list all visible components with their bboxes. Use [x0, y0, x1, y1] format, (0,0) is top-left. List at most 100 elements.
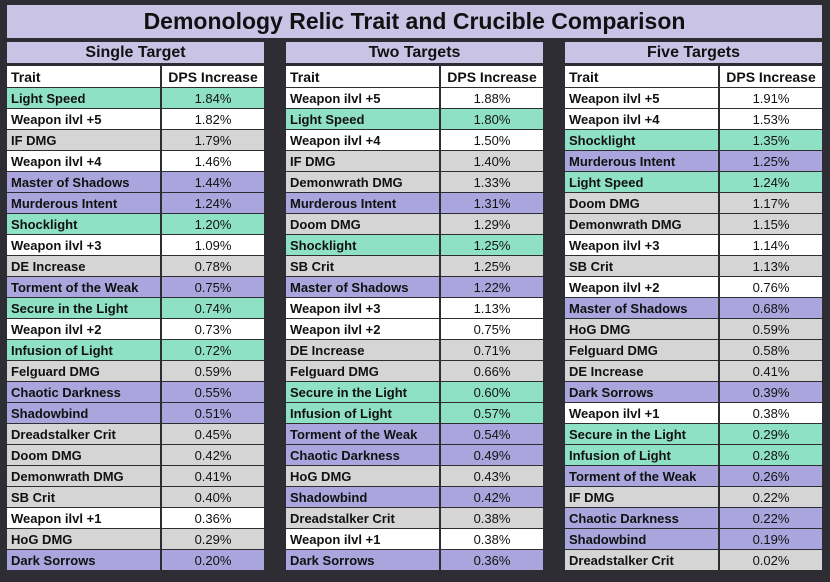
table-row: Dreadstalker Crit 0.02%	[565, 549, 822, 570]
table-row: Shocklight 1.25%	[286, 234, 543, 255]
dps-cell: 0.71%	[473, 342, 511, 358]
dps-cell: 0.28%	[752, 447, 790, 463]
trait-cell: DE Increase	[286, 340, 441, 360]
dps-cell: 0.60%	[473, 384, 511, 400]
table-row: Master of Shadows 1.44%	[7, 171, 264, 192]
trait-cell: Weapon ilvl +2	[565, 277, 720, 297]
trait-cell: Weapon ilvl +4	[7, 151, 162, 171]
table-body: Light Speed 1.84% Weapon ilvl +5 1.82% IF DM…	[7, 87, 264, 570]
panel-five-targets: Five Targets Trait DPS Increase Weapon i…	[565, 42, 822, 574]
table-row: Demonwrath DMG 1.15%	[565, 213, 822, 234]
table-row: SB Crit 0.40%	[7, 486, 264, 507]
table-row: Weapon ilvl +1 0.36%	[7, 507, 264, 528]
table-row: Chaotic Darkness 0.22%	[565, 507, 822, 528]
dps-cell: 0.75%	[473, 321, 511, 337]
table-row: Weapon ilvl +4 1.46%	[7, 150, 264, 171]
dps-cell: 0.41%	[194, 468, 232, 484]
dps-cell: 1.25%	[473, 237, 511, 253]
trait-cell: Doom DMG	[565, 193, 720, 213]
column-header-trait: Trait	[565, 66, 720, 87]
trait-cell: Shadowbind	[565, 529, 720, 549]
trait-cell: Infusion of Light	[286, 403, 441, 423]
table-row: DE Increase 0.78%	[7, 255, 264, 276]
table-row: Shadowbind 0.51%	[7, 402, 264, 423]
dps-cell: 0.72%	[194, 342, 232, 358]
trait-cell: Weapon ilvl +5	[565, 88, 720, 108]
dps-cell: 1.29%	[473, 216, 511, 232]
dps-cell: 0.73%	[194, 321, 232, 337]
trait-cell: Shocklight	[286, 235, 441, 255]
dps-cell: 0.76%	[752, 279, 790, 295]
dps-cell: 1.79%	[194, 132, 232, 148]
table-row: Dark Sorrows 0.20%	[7, 549, 264, 570]
table-row: Weapon ilvl +4 1.53%	[565, 108, 822, 129]
table-row: Felguard DMG 0.66%	[286, 360, 543, 381]
dps-cell: 0.45%	[194, 426, 232, 442]
dps-cell: 1.80%	[473, 111, 511, 127]
dps-cell: 1.40%	[473, 153, 511, 169]
dps-cell: 0.26%	[752, 468, 790, 484]
table-row: Shadowbind 0.42%	[286, 486, 543, 507]
table-row: Light Speed 1.80%	[286, 108, 543, 129]
table-row: Weapon ilvl +5 1.91%	[565, 87, 822, 108]
table-row: Dark Sorrows 0.39%	[565, 381, 822, 402]
dps-cell: 1.15%	[752, 216, 790, 232]
dps-cell: 0.38%	[473, 531, 511, 547]
table-row: Weapon ilvl +2 0.76%	[565, 276, 822, 297]
trait-cell: Dreadstalker Crit	[286, 508, 441, 528]
table-row: Weapon ilvl +4 1.50%	[286, 129, 543, 150]
table-row: HoG DMG 0.29%	[7, 528, 264, 549]
trait-cell: Murderous Intent	[7, 193, 162, 213]
table-row: Weapon ilvl +1 0.38%	[565, 402, 822, 423]
trait-cell: Felguard DMG	[565, 340, 720, 360]
dps-cell: 0.19%	[752, 531, 790, 547]
dps-cell: 0.51%	[194, 405, 232, 421]
panel-title: Two Targets	[286, 42, 543, 63]
trait-cell: Light Speed	[286, 109, 441, 129]
table-row: Felguard DMG 0.59%	[7, 360, 264, 381]
dps-cell: 0.40%	[194, 489, 232, 505]
table-row: Weapon ilvl +5 1.88%	[286, 87, 543, 108]
table-row: Murderous Intent 1.25%	[565, 150, 822, 171]
table-row: Dreadstalker Crit 0.38%	[286, 507, 543, 528]
dps-cell: 0.54%	[473, 426, 511, 442]
column-header-row: Trait DPS Increase	[286, 66, 543, 87]
dps-cell: 1.09%	[194, 237, 232, 253]
table-row: Doom DMG 1.17%	[565, 192, 822, 213]
trait-cell: Weapon ilvl +3	[7, 235, 162, 255]
trait-cell: IF DMG	[565, 487, 720, 507]
trait-cell: Chaotic Darkness	[7, 382, 162, 402]
trait-cell: Weapon ilvl +1	[7, 508, 162, 528]
table-row: Shocklight 1.35%	[565, 129, 822, 150]
dps-cell: 0.41%	[752, 363, 790, 379]
dps-cell: 1.24%	[752, 174, 790, 190]
panel-title: Five Targets	[565, 42, 822, 63]
dps-cell: 0.43%	[473, 468, 511, 484]
dps-cell: 0.29%	[194, 531, 232, 547]
dps-cell: 0.20%	[194, 552, 232, 568]
table-row: Demonwrath DMG 0.41%	[7, 465, 264, 486]
table-row: DE Increase 0.71%	[286, 339, 543, 360]
trait-cell: Chaotic Darkness	[286, 445, 441, 465]
dps-cell: 0.57%	[473, 405, 511, 421]
table-row: Infusion of Light 0.57%	[286, 402, 543, 423]
trait-cell: Weapon ilvl +2	[7, 319, 162, 339]
table-row: Weapon ilvl +3 1.14%	[565, 234, 822, 255]
trait-cell: Infusion of Light	[7, 340, 162, 360]
trait-cell: DE Increase	[7, 256, 162, 276]
trait-cell: Master of Shadows	[565, 298, 720, 318]
table-row: Shadowbind 0.19%	[565, 528, 822, 549]
trait-cell: Dark Sorrows	[7, 550, 162, 570]
dps-cell: 1.44%	[194, 174, 232, 190]
table-row: Dreadstalker Crit 0.45%	[7, 423, 264, 444]
table-row: Light Speed 1.24%	[565, 171, 822, 192]
dps-cell: 0.42%	[194, 447, 232, 463]
trait-cell: Weapon ilvl +4	[565, 109, 720, 129]
dps-cell: 1.31%	[473, 195, 511, 211]
table-body: Weapon ilvl +5 1.91% Weapon ilvl +4 1.53% Sh…	[565, 87, 822, 570]
trait-cell: Weapon ilvl +4	[286, 130, 441, 150]
trait-cell: Doom DMG	[286, 214, 441, 234]
dps-cell: 0.68%	[752, 300, 790, 316]
table-row: Light Speed 1.84%	[7, 87, 264, 108]
dps-cell: 1.35%	[752, 132, 790, 148]
